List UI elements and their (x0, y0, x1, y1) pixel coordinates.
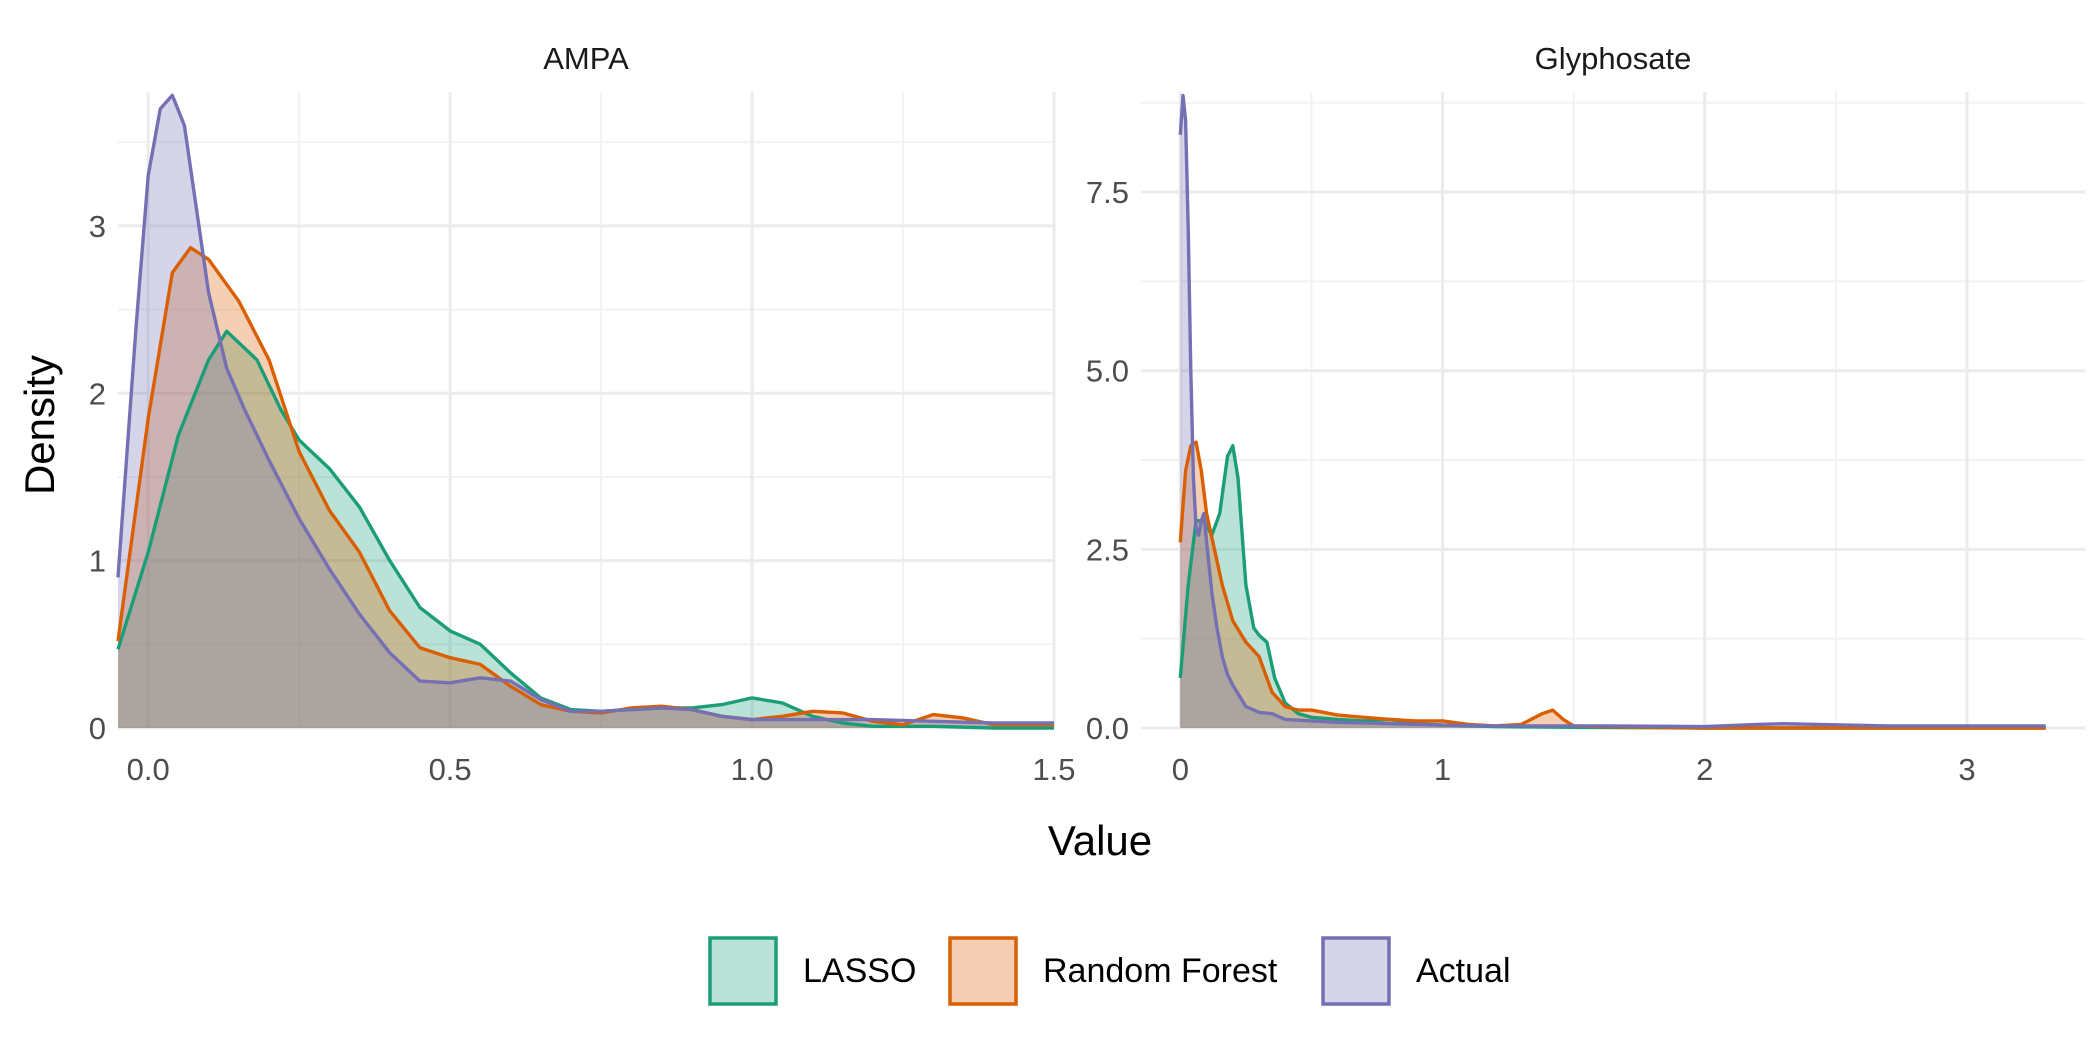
density-fill-random-forest (118, 247, 1054, 728)
y-tick-label: 0 (89, 711, 106, 746)
legend-label: LASSO (803, 952, 916, 990)
density-fill-actual (1180, 95, 2046, 729)
legend-item-actual: Actual (1321, 936, 1511, 1006)
legend-key (708, 936, 778, 1006)
facet-panel-glyphosate: 0 1 2 3 0.0 2.5 5.0 7.5 Glyphosate (1086, 41, 2085, 787)
legend-item-random-forest: Random Forest (948, 936, 1278, 1006)
facet-panel-ampa: 0.0 0.5 1.0 1.5 0 1 2 3 AMPA (89, 41, 1076, 787)
legend-key (948, 936, 1018, 1006)
legend-item-lasso: LASSO (708, 936, 916, 1006)
legend: LASSO Random Forest Actual (708, 936, 1511, 1006)
density-line-lasso (116, 329, 1054, 730)
y-axis-label: Density (16, 355, 63, 495)
x-tick-label: 1.0 (731, 752, 774, 787)
y-tick-label: 7.5 (1086, 175, 1129, 210)
facet-title: AMPA (543, 41, 629, 76)
legend-label: Actual (1416, 952, 1511, 990)
density-fill-random-forest (1180, 442, 2046, 728)
density-fill-lasso (1180, 445, 2046, 728)
y-tick-label: 1 (89, 544, 106, 579)
legend-key (1321, 936, 1391, 1006)
density-line-random-forest (1178, 440, 2046, 730)
density-fill-actual (118, 95, 1054, 729)
x-axis-label: Value (1048, 817, 1152, 864)
x-tick-label: 3 (1958, 752, 1975, 787)
y-tick-label: 3 (89, 209, 106, 244)
x-tick-label: 2 (1696, 752, 1713, 787)
facet-title: Glyphosate (1535, 41, 1692, 76)
y-tick-label: 0.0 (1086, 711, 1129, 746)
x-tick-label: 0 (1172, 752, 1189, 787)
density-line-actual (1178, 93, 2046, 729)
density-line-actual (116, 93, 1054, 725)
density-line-lasso (1178, 444, 2046, 730)
y-tick-label: 5.0 (1086, 354, 1129, 389)
y-tick-label: 2 (89, 376, 106, 411)
legend-label: Random Forest (1043, 952, 1278, 990)
x-tick-label: 0.0 (127, 752, 170, 787)
x-tick-label: 1 (1434, 752, 1451, 787)
density-fill-lasso (118, 331, 1054, 728)
x-tick-label: 0.5 (429, 752, 472, 787)
x-tick-label: 1.5 (1032, 752, 1075, 787)
y-tick-label: 2.5 (1086, 532, 1129, 567)
